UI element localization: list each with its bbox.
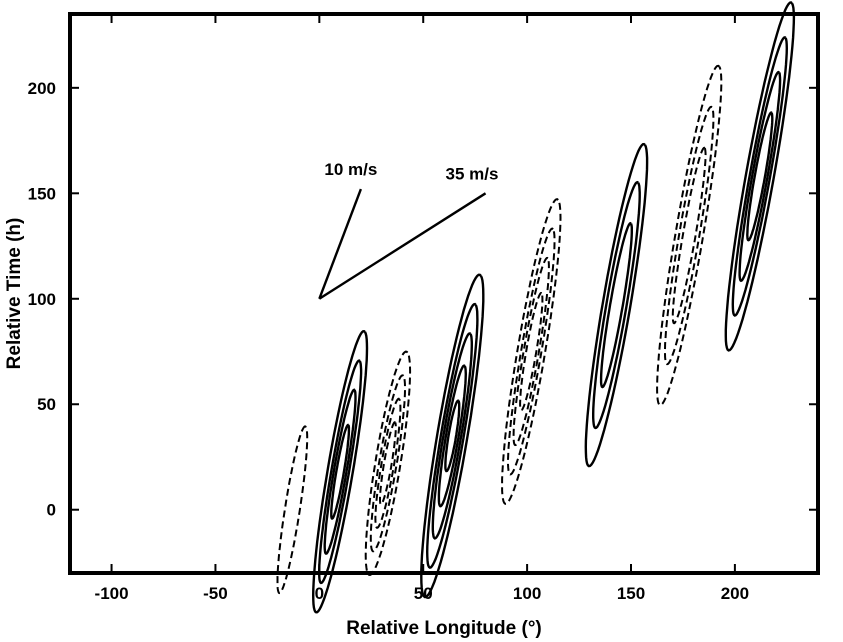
positive-contours	[311, 1, 796, 614]
negative-contour-3-0	[656, 64, 723, 407]
positive-contour-0-0	[311, 329, 369, 614]
y-axis-title: Relative Time (h)	[4, 218, 25, 370]
negative-contour-3-1	[664, 105, 715, 366]
positive-contour-2-2	[599, 221, 633, 389]
x-tick-label: 0	[315, 584, 324, 603]
reference-line-0	[318, 188, 363, 300]
plot-frame	[68, 12, 820, 575]
negative-contour-1-1	[369, 374, 406, 553]
reference-line-label-0: 10 m/s	[324, 160, 377, 179]
negative-contour-2-3	[519, 292, 544, 412]
positive-contour-3-2	[738, 70, 782, 283]
negative-contour-1-3	[379, 421, 397, 506]
y-tick-label: 150	[28, 184, 56, 203]
positive-contour-2-1	[592, 180, 641, 430]
y-tick-label: 50	[37, 395, 56, 414]
positive-contour-3-1	[731, 35, 789, 317]
y-tick-label: 200	[28, 79, 56, 98]
positive-contour-0-2	[323, 388, 357, 555]
positive-contour-0-3	[330, 423, 351, 520]
axis-ticks: -100 -50 0 50 100 150 200 0 50 100 150 200	[28, 14, 818, 603]
positive-contour-1-2	[431, 332, 473, 540]
reference-line-label-1: 35 m/s	[446, 164, 499, 183]
positive-contour-1-1	[425, 302, 479, 569]
x-tick-label: 100	[513, 584, 541, 603]
positive-contour-3-3	[746, 111, 774, 242]
positive-contour-1-4	[444, 399, 461, 473]
negative-contour-3-2	[671, 146, 707, 325]
negative-contour-2-0	[501, 198, 562, 505]
x-tick-label: 150	[617, 584, 645, 603]
reference-speed-lines: 10 m/s 35 m/s	[318, 160, 499, 300]
x-axis-title: Relative Longitude (°)	[346, 618, 542, 639]
x-tick-label: -50	[203, 584, 228, 603]
x-tick-label: 50	[414, 584, 433, 603]
positive-contour-1-0	[420, 273, 485, 599]
y-tick-label: 100	[28, 290, 56, 309]
negative-contour-1-2	[374, 397, 402, 529]
positive-contour-1-3	[437, 364, 468, 508]
y-tick-label: 0	[47, 501, 56, 520]
positive-contour-0-1	[318, 359, 363, 585]
negative-contour-2-2	[512, 256, 550, 447]
positive-contour-3-0	[724, 1, 796, 352]
negative-contours	[276, 64, 723, 595]
x-tick-label: 200	[721, 584, 749, 603]
positive-contour-2-0	[584, 142, 649, 468]
negative-contour-2-1	[507, 227, 556, 476]
reference-line-1	[318, 192, 487, 300]
negative-contour-1-0	[364, 350, 412, 577]
negative-contour-0-0	[276, 425, 309, 595]
x-tick-label: -100	[95, 584, 129, 603]
